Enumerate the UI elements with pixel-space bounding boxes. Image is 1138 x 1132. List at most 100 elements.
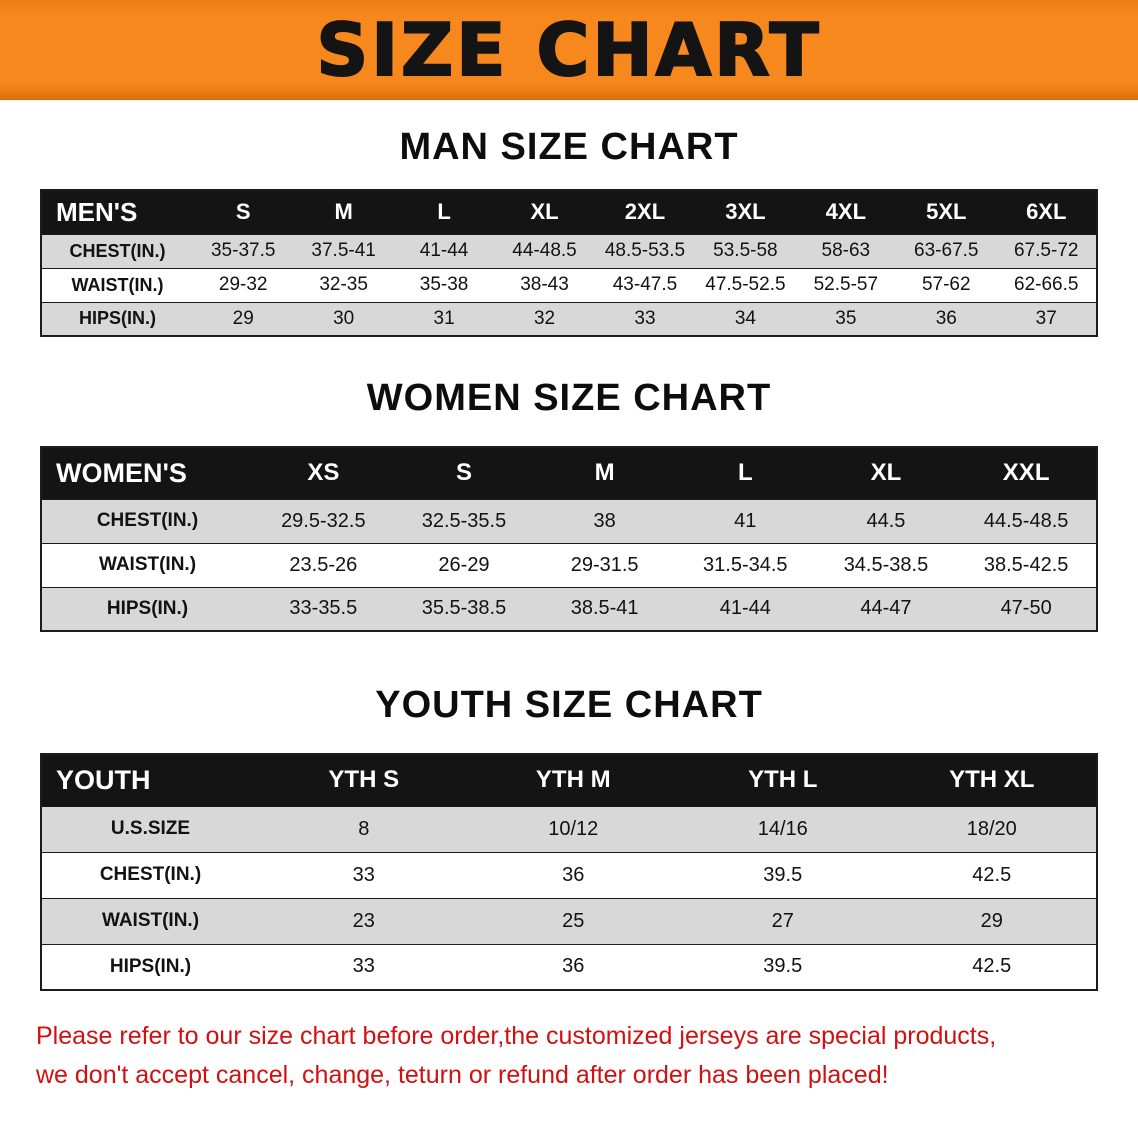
value-cell: 39.5	[678, 943, 888, 991]
value-cell: 67.5-72	[996, 233, 1097, 269]
value-cell: 31.5-34.5	[674, 542, 816, 588]
value-cell: 35.5-38.5	[393, 586, 535, 632]
value-cell: 41	[674, 498, 816, 544]
value-cell: 32-35	[293, 267, 394, 303]
value-cell: 34.5-38.5	[815, 542, 957, 588]
value-cell: 37	[996, 301, 1097, 337]
value-cell: 35	[795, 301, 897, 337]
table-row: CHEST(IN.) 35-37.5 37.5-41 41-44 44-48.5 48.5…	[41, 233, 1097, 269]
value-cell: 39.5	[678, 851, 888, 899]
table-title-cell: MEN'S	[41, 189, 193, 235]
value-cell: 18/20	[887, 805, 1097, 853]
value-cell: 31	[393, 301, 495, 337]
row-label-cell: CHEST(IN.)	[41, 851, 259, 899]
value-cell: 8	[259, 805, 469, 853]
size-header-cell: S	[393, 446, 535, 500]
youth-size-section: YOUTH SIZE CHART YOUTH YTH S YTH M YTH L YTH…	[0, 684, 1138, 991]
table-row: CHEST(IN.) 33 36 39.5 42.5	[41, 851, 1097, 899]
disclaimer-line-2: we don't accept cancel, change, teturn o…	[36, 1060, 889, 1089]
table-row: CHEST(IN.) 29.5-32.5 32.5-35.5 38 41 44.5 44.5…	[41, 498, 1097, 544]
value-cell: 43-47.5	[594, 267, 696, 303]
size-header-cell: 6XL	[996, 189, 1097, 235]
table-header-row: YOUTH YTH S YTH M YTH L YTH XL	[41, 753, 1097, 807]
size-header-cell: XXL	[956, 446, 1097, 500]
row-label-cell: HIPS(IN.)	[41, 586, 253, 632]
value-cell: 33	[594, 301, 696, 337]
value-cell: 38.5-42.5	[956, 542, 1097, 588]
value-cell: 29	[193, 301, 294, 337]
value-cell: 62-66.5	[996, 267, 1097, 303]
size-header-cell: M	[293, 189, 394, 235]
value-cell: 48.5-53.5	[594, 233, 696, 269]
value-cell: 63-67.5	[896, 233, 997, 269]
value-cell: 36	[468, 851, 678, 899]
value-cell: 23.5-26	[253, 542, 394, 588]
value-cell: 33-35.5	[253, 586, 394, 632]
value-cell: 41-44	[674, 586, 816, 632]
value-cell: 38-43	[494, 267, 595, 303]
men-size-table: MEN'S S M L XL 2XL 3XL 4XL 5XL 6XL CHEST(IN.) 35-37…	[40, 189, 1098, 337]
men-size-section: MAN SIZE CHART MEN'S S M L XL 2XL 3XL 4XL 5XL 6XL…	[0, 126, 1138, 337]
size-header-cell: L	[674, 446, 816, 500]
table-row: HIPS(IN.) 33-35.5 35.5-38.5 38.5-41 41-44 44-…	[41, 586, 1097, 632]
value-cell: 34	[695, 301, 796, 337]
value-cell: 52.5-57	[795, 267, 897, 303]
row-label-cell: CHEST(IN.)	[41, 498, 253, 544]
value-cell: 44-47	[815, 586, 957, 632]
size-header-cell: YTH M	[468, 753, 678, 807]
size-header-cell: 3XL	[695, 189, 796, 235]
value-cell: 36	[896, 301, 997, 337]
value-cell: 23	[259, 897, 469, 945]
table-title-cell: YOUTH	[41, 753, 259, 807]
value-cell: 26-29	[393, 542, 535, 588]
size-header-cell: XL	[494, 189, 595, 235]
value-cell: 32.5-35.5	[393, 498, 535, 544]
value-cell: 14/16	[678, 805, 888, 853]
value-cell: 44-48.5	[494, 233, 595, 269]
table-row: WAIST(IN.) 23 25 27 29	[41, 897, 1097, 945]
women-size-section: WOMEN SIZE CHART WOMEN'S XS S M L XL XXL CHEST(…	[0, 377, 1138, 632]
size-header-cell: M	[534, 446, 675, 500]
table-header-row: WOMEN'S XS S M L XL XXL	[41, 446, 1097, 500]
row-label-cell: WAIST(IN.)	[41, 897, 259, 945]
value-cell: 42.5	[887, 851, 1097, 899]
youth-size-table: YOUTH YTH S YTH M YTH L YTH XL U.S.SIZE 8 10/12…	[40, 753, 1098, 991]
value-cell: 33	[259, 851, 469, 899]
row-label-cell: WAIST(IN.)	[41, 267, 193, 303]
value-cell: 38	[534, 498, 675, 544]
value-cell: 30	[293, 301, 394, 337]
row-label-cell: CHEST(IN.)	[41, 233, 193, 269]
table-row: WAIST(IN.) 29-32 32-35 35-38 38-43 43-47.5 47.…	[41, 267, 1097, 303]
disclaimer-line-1: Please refer to our size chart before or…	[36, 1022, 997, 1050]
size-header-cell: 4XL	[795, 189, 897, 235]
youth-section-heading: YOUTH SIZE CHART	[375, 684, 763, 726]
size-header-cell: S	[193, 189, 294, 235]
size-header-cell: YTH S	[259, 753, 469, 807]
men-section-heading: MAN SIZE CHART	[399, 126, 739, 168]
value-cell: 25	[468, 897, 678, 945]
value-cell: 37.5-41	[293, 233, 394, 269]
value-cell: 29	[887, 897, 1097, 945]
value-cell: 38.5-41	[534, 586, 675, 632]
value-cell: 29-31.5	[534, 542, 675, 588]
size-header-cell: 5XL	[896, 189, 997, 235]
value-cell: 32	[494, 301, 595, 337]
value-cell: 47.5-52.5	[695, 267, 796, 303]
size-header-cell: YTH L	[678, 753, 888, 807]
disclaimer-note: Please refer to our size chart before or…	[36, 1017, 1138, 1095]
women-section-heading: WOMEN SIZE CHART	[366, 377, 772, 419]
value-cell: 36	[468, 943, 678, 991]
value-cell: 35-38	[393, 267, 495, 303]
row-label-cell: HIPS(IN.)	[41, 943, 259, 991]
size-header-cell: XL	[815, 446, 957, 500]
size-header-cell: L	[393, 189, 495, 235]
value-cell: 29-32	[193, 267, 294, 303]
value-cell: 44.5-48.5	[956, 498, 1097, 544]
value-cell: 58-63	[795, 233, 897, 269]
table-row: HIPS(IN.) 33 36 39.5 42.5	[41, 943, 1097, 991]
value-cell: 42.5	[887, 943, 1097, 991]
row-label-cell: U.S.SIZE	[41, 805, 259, 853]
value-cell: 47-50	[956, 586, 1097, 632]
row-label-cell: WAIST(IN.)	[41, 542, 253, 588]
